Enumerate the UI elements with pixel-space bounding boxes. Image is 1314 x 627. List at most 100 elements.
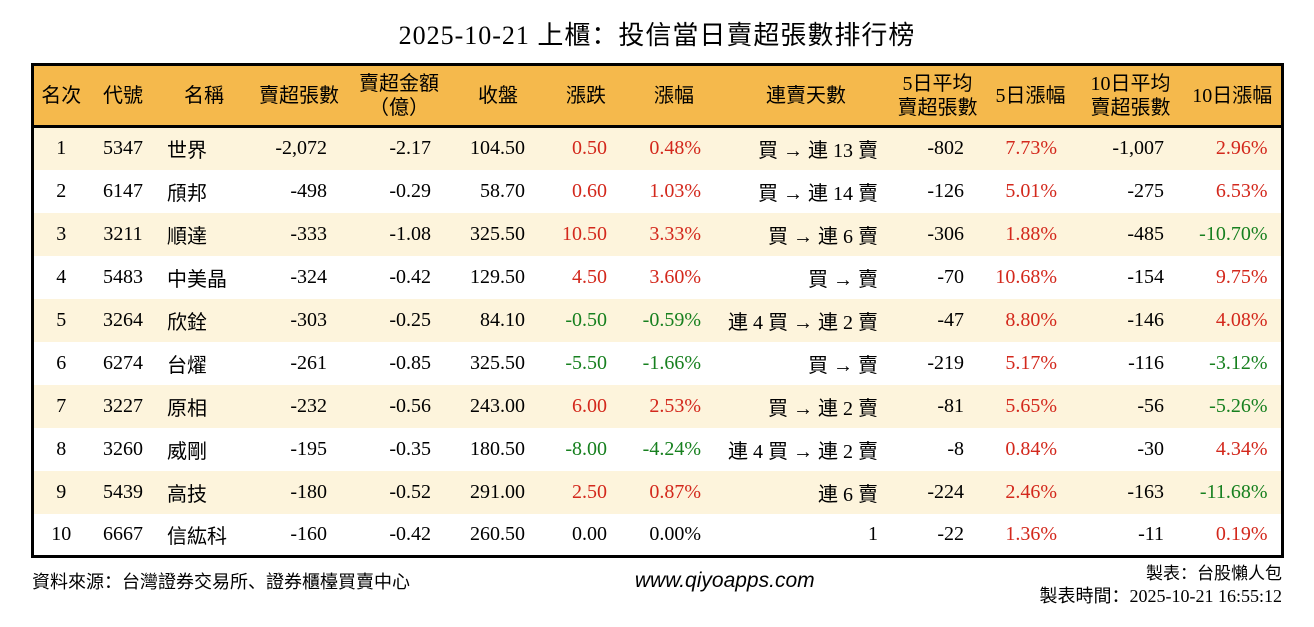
col-header-label: 賣超金額 (359, 72, 439, 95)
cell-sell-amount: -0.42 (389, 265, 431, 288)
cell-change: 10.50 (562, 222, 607, 245)
cell-close: 325.50 (470, 351, 525, 374)
cell-name: 高技 (167, 483, 207, 506)
cell-chg10-pct: 4.34% (1215, 437, 1268, 460)
cell-sell-volume: -303 (290, 308, 327, 331)
cell-sell-amount: -0.85 (389, 351, 431, 374)
cell-code: 5483 (103, 265, 143, 288)
cell-sell-volume: -2,072 (275, 137, 327, 160)
cell-change-pct: 3.33% (649, 222, 701, 245)
cell-change: 0.60 (572, 179, 607, 202)
cell-avg10-sell: -11 (1138, 522, 1164, 545)
cell-name: 欣銓 (167, 311, 207, 334)
cell-chg10-pct: -5.26% (1209, 394, 1268, 417)
col-header-label: 10日平均 (1090, 72, 1171, 95)
cell-code: 3260 (103, 437, 143, 460)
col-header-label: 漲跌 (566, 84, 606, 107)
cell-sell-volume: -261 (290, 351, 327, 374)
col-header-label: 10日漲幅 (1192, 84, 1273, 107)
cell-code: 5439 (103, 480, 143, 503)
cell-sell-amount: -0.56 (389, 394, 431, 417)
cell-change-pct: 0.87% (649, 480, 701, 503)
cell-close: 260.50 (470, 522, 525, 545)
cell-rank: 5 (56, 308, 67, 331)
cell-avg10-sell: -30 (1137, 437, 1164, 460)
cell-streak: 1 (868, 522, 878, 545)
cell-rank: 10 (51, 522, 72, 545)
cell-sell-volume: -180 (290, 480, 327, 503)
page-title: 2025-10-21 上櫃：投信當日賣超張數排行榜 (398, 21, 916, 50)
cell-code: 3264 (103, 308, 143, 331)
col-header-code: 代號 (89, 64, 157, 128)
cell-streak: 買 → 連 14 賣 (758, 182, 878, 205)
cell-sell-volume: -195 (290, 437, 327, 460)
table-row: 5 3264 欣銓 -303 -0.25 84.10 -0.50 -0.59% … (32, 298, 1282, 342)
cell-avg10-sell: -163 (1127, 480, 1164, 503)
col-header-label: 賣超張數 (259, 84, 339, 107)
cell-name: 世界 (167, 140, 207, 163)
cell-chg5-pct: 2.46% (1005, 480, 1057, 503)
cell-chg10-pct: 4.08% (1215, 308, 1268, 331)
cell-sell-volume: -324 (290, 265, 327, 288)
cell-chg5-pct: 5.17% (1005, 351, 1057, 374)
cell-chg10-pct: -3.12% (1209, 351, 1268, 374)
cell-rank: 2 (56, 179, 67, 202)
cell-sell-amount: -0.42 (389, 522, 431, 545)
cell-avg5-sell: -802 (927, 137, 964, 160)
cell-avg5-sell: -47 (937, 308, 964, 331)
cell-name: 原相 (167, 397, 207, 420)
table-row: 2 6147 頎邦 -498 -0.29 58.70 0.60 1.03% 買 … (32, 169, 1282, 213)
cell-code: 6274 (103, 351, 143, 374)
col-header-label: 名稱 (184, 84, 224, 107)
col-header-label: 連賣天數 (766, 84, 846, 107)
cell-change: 4.50 (572, 265, 607, 288)
col-header-sell-amount: 賣超金額 （億） (347, 64, 451, 128)
cell-name: 威剛 (167, 440, 207, 463)
cell-avg5-sell: -22 (937, 522, 964, 545)
cell-code: 6667 (103, 522, 143, 545)
cell-close: 291.00 (470, 480, 525, 503)
table-row: 10 6667 信紘科 -160 -0.42 260.50 0.00 0.00%… (32, 513, 1282, 557)
cell-streak: 買 → 連 6 賣 (768, 225, 878, 248)
cell-streak: 連 4 買 → 連 2 賣 (728, 311, 878, 334)
cell-code: 6147 (103, 179, 143, 202)
cell-avg5-sell: -126 (927, 179, 964, 202)
col-header-avg10: 10日平均 賣超張數 (1077, 64, 1184, 128)
cell-close: 58.70 (480, 179, 525, 202)
cell-avg10-sell: -116 (1128, 351, 1164, 374)
cell-rank: 1 (56, 137, 67, 160)
table-row: 9 5439 高技 -180 -0.52 291.00 2.50 0.87% 連… (32, 470, 1282, 514)
cell-streak: 連 6 賣 (818, 483, 878, 506)
cell-change-pct: 3.60% (649, 265, 701, 288)
col-header-label: 代號 (103, 84, 143, 107)
col-header-label-line2: 賣超張數 (897, 96, 978, 119)
credits-block: 製表：台股懶人包 製表時間：2025-10-21 16:55:12 (1040, 563, 1283, 607)
cell-change-pct: -4.24% (642, 437, 701, 460)
cell-sell-amount: -2.17 (389, 137, 431, 160)
cell-chg5-pct: 1.36% (1005, 522, 1057, 545)
cell-close: 84.10 (480, 308, 525, 331)
cell-change: -0.50 (565, 308, 607, 331)
col-header-label: 5日漲幅 (995, 84, 1066, 107)
col-header-streak: 連賣天數 (721, 64, 891, 128)
col-header-chg10: 10日漲幅 (1184, 64, 1282, 128)
table-row: 8 3260 威剛 -195 -0.35 180.50 -8.00 -4.24%… (32, 427, 1282, 471)
cell-sell-volume: -498 (290, 179, 327, 202)
table-header: 名次 代號 名稱 賣超張數 賣超金額 （億） 收盤 漲跌 漲幅 連賣天數 5日平均… (32, 64, 1282, 128)
cell-chg10-pct: 6.53% (1215, 179, 1268, 202)
cell-sell-amount: -0.29 (389, 179, 431, 202)
cell-avg5-sell: -224 (927, 480, 964, 503)
cell-rank: 9 (56, 480, 67, 503)
cell-sell-volume: -160 (290, 522, 327, 545)
cell-streak: 買 → 連 13 賣 (758, 140, 878, 163)
table-row: 7 3227 原相 -232 -0.56 243.00 6.00 2.53% 買… (32, 384, 1282, 428)
data-source-text: 資料來源：台灣證券交易所、證券櫃檯買賣中心 (32, 572, 410, 592)
cell-rank: 4 (56, 265, 67, 288)
cell-rank: 3 (56, 222, 67, 245)
cell-sell-volume: -232 (290, 394, 327, 417)
cell-change-pct: 2.53% (649, 394, 701, 417)
cell-avg10-sell: -56 (1137, 394, 1164, 417)
col-header-change: 漲跌 (545, 64, 627, 128)
cell-close: 243.00 (470, 394, 525, 417)
website-text: www.qiyoapps.com (634, 569, 815, 592)
